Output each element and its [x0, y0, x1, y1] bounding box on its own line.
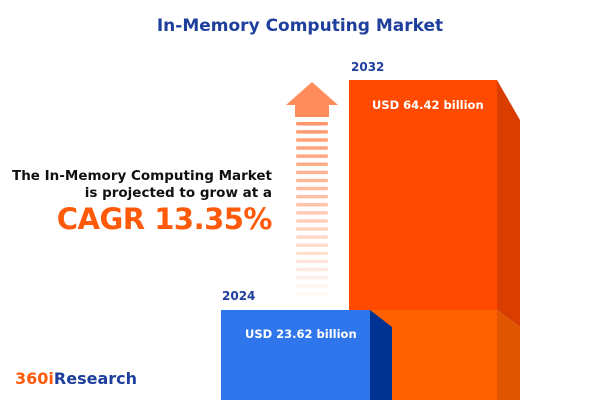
arrow-stripe — [296, 130, 328, 134]
arrow-stripe — [296, 292, 328, 296]
arrow-stripe — [296, 243, 328, 247]
category-label-2032: 2032 — [351, 60, 385, 74]
arrow-stripe — [296, 162, 328, 166]
arrow-stripe — [296, 251, 328, 256]
arrow-stripe — [296, 284, 328, 288]
bar-2032-front — [349, 80, 497, 310]
bar-2032-side — [497, 80, 520, 327]
arrow-stripe — [296, 227, 328, 231]
value-label-2032: USD 64.42 billion — [372, 98, 484, 112]
arrow-stripe — [296, 211, 328, 215]
category-label-2024: 2024 — [222, 289, 256, 303]
bar-2024-front — [221, 310, 370, 400]
value-label-2024: USD 23.62 billion — [245, 327, 357, 341]
logo-part-1: 360i — [15, 369, 54, 388]
arrow-stripe — [296, 122, 328, 126]
arrow-stripe — [296, 194, 328, 199]
arrow-stripe — [296, 219, 328, 223]
arrow-stripe — [296, 138, 328, 142]
chart-title: In-Memory Computing Market — [156, 16, 444, 36]
arrow-stripe — [296, 186, 328, 191]
arrow-stripe — [296, 203, 328, 207]
description-line-1: The In-Memory Computing Market — [11, 168, 272, 184]
arrow-stripe — [296, 267, 328, 272]
arrow-stripe — [296, 170, 328, 175]
logo-part-2: Research — [53, 369, 137, 388]
cagr-label: CAGR 13.35% — [56, 202, 273, 236]
description-line-2: is projected to grow at a — [84, 185, 272, 201]
logo: 360iResearch — [15, 369, 137, 388]
arrow-stripe — [296, 275, 328, 280]
arrow-stripe — [296, 178, 328, 183]
arrow-stripe — [296, 259, 328, 264]
description: The In-Memory Computing Market is projec… — [12, 168, 272, 202]
arrow-stripe — [296, 146, 328, 150]
arrow-stripe — [296, 154, 328, 158]
arrow-up-icon — [286, 82, 338, 117]
arrow-stripe — [296, 235, 328, 239]
bar-2024-side — [370, 310, 392, 400]
bar-2032-side-lower — [497, 310, 520, 400]
